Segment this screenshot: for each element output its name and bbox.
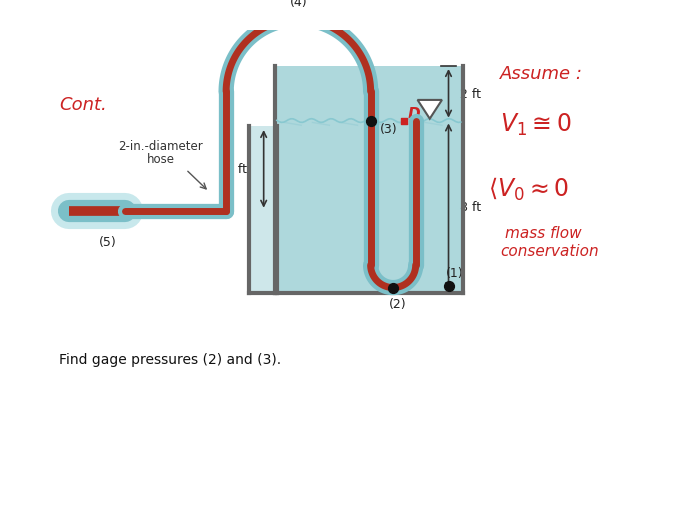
Text: (5): (5) — [99, 236, 117, 248]
Text: hose: hose — [146, 152, 174, 165]
Point — [388, 284, 399, 292]
Text: Assume :: Assume : — [500, 65, 583, 82]
Point — [399, 117, 410, 125]
Text: mass flow: mass flow — [505, 225, 582, 240]
Text: 2-in.-diameter: 2-in.-diameter — [118, 140, 203, 153]
Text: conservation: conservation — [500, 244, 598, 259]
Polygon shape — [418, 101, 442, 120]
Text: $\langle V_0 \approx 0$: $\langle V_0 \approx 0$ — [488, 175, 569, 202]
Bar — [275, 67, 463, 294]
Point — [293, 16, 304, 24]
Text: $V_1 \cong 0$: $V_1 \cong 0$ — [500, 112, 572, 138]
Text: Find gage pressures (2) and (3).: Find gage pressures (2) and (3). — [59, 352, 281, 366]
Text: (1): (1) — [447, 267, 464, 279]
Text: D: D — [407, 106, 420, 121]
Point — [365, 117, 376, 125]
Bar — [248, 127, 276, 294]
Text: 3 ft: 3 ft — [226, 162, 247, 176]
Text: Cont.: Cont. — [59, 96, 107, 114]
Text: (3): (3) — [380, 123, 398, 136]
Text: (2): (2) — [389, 297, 407, 310]
Text: (4): (4) — [290, 0, 307, 9]
Text: 8 ft: 8 ft — [460, 201, 481, 214]
Point — [443, 282, 454, 290]
Text: 2 ft: 2 ft — [460, 88, 481, 101]
